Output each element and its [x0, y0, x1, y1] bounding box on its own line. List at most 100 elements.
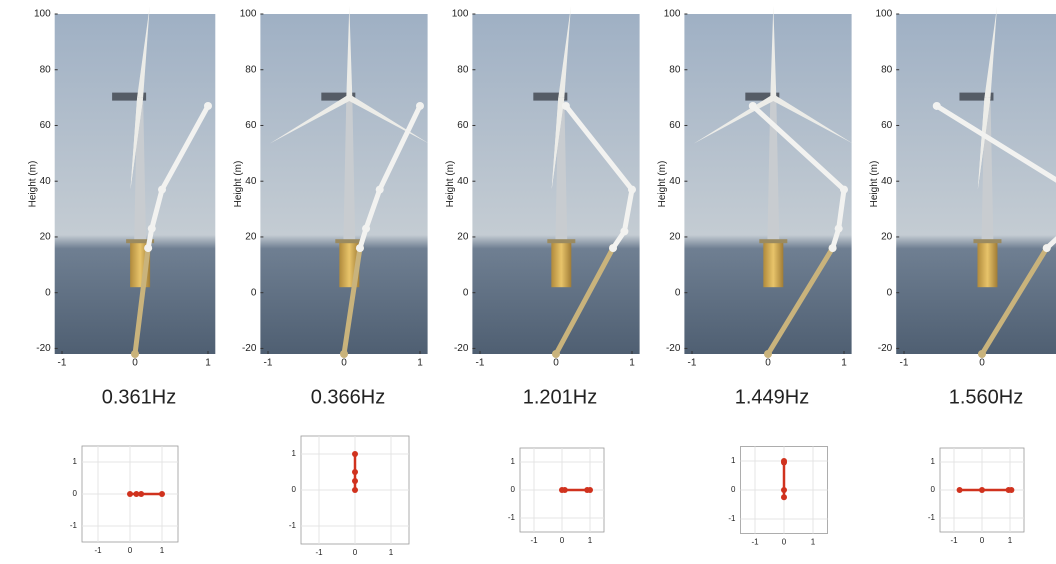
plan-point — [159, 491, 165, 497]
plan-point — [352, 451, 358, 457]
y-tick-label: 60 — [881, 120, 893, 131]
x-tick-label: 1 — [811, 538, 816, 547]
mode-point — [834, 224, 843, 233]
y-tick-label: 100 — [34, 9, 51, 20]
y-tick-label: 20 — [669, 232, 681, 243]
y-tick-label: 100 — [240, 9, 257, 20]
x-tick-label: 0 — [353, 548, 358, 557]
foundation — [763, 241, 784, 288]
blade — [137, 6, 150, 98]
y-tick-label: -1 — [508, 513, 516, 522]
mode-panel: -20 0 20 40 60 80 100 -1 0 1 Height (m) 1.449Hz — [657, 5, 853, 408]
plan-point — [561, 487, 568, 493]
nacelle — [321, 92, 356, 101]
mode-shape — [357, 103, 423, 251]
mode-point — [764, 350, 772, 358]
frequency-label: 1.449Hz — [735, 386, 810, 408]
y-axis-label: Height (m) — [445, 161, 456, 208]
plan-point — [127, 491, 133, 497]
photo — [472, 14, 640, 354]
mode-point — [204, 101, 212, 110]
x-tick-label: -1 — [751, 538, 759, 547]
mode-shape — [979, 245, 1050, 357]
plan-point — [956, 487, 963, 493]
x-tick-label: -1 — [950, 536, 958, 545]
y-tick-label: -20 — [878, 343, 893, 354]
nacelle — [533, 92, 568, 101]
y-tick-label: -1 — [728, 514, 736, 523]
y-tick-label: 0 — [931, 485, 936, 494]
mode-shape — [750, 103, 847, 251]
y-axis-label: Height (m) — [869, 161, 880, 208]
y-tick-label: 0 — [73, 489, 78, 498]
x-tick-label: 1 — [841, 358, 847, 369]
mode-shape — [765, 245, 836, 357]
x-tick-label: -1 — [264, 358, 273, 369]
mode-point — [144, 244, 153, 253]
mode-point — [355, 244, 364, 253]
y-tick-label: 40 — [40, 176, 52, 187]
y-tick-label: 20 — [457, 232, 469, 243]
y-tick-label: 1 — [931, 457, 936, 466]
mode-point — [362, 224, 371, 233]
blade — [771, 95, 853, 144]
mode-point — [620, 227, 629, 236]
plan-point — [781, 459, 787, 466]
x-tick-label: -1 — [315, 548, 323, 557]
y-tick-label: 0 — [731, 485, 736, 494]
x-tick-label: 0 — [560, 536, 565, 545]
blade — [770, 5, 777, 98]
y-tick-label: 1 — [73, 457, 78, 466]
y-tick-label: 80 — [40, 64, 52, 75]
mode-point — [131, 350, 139, 358]
x-tick-label: -1 — [476, 358, 485, 369]
mode-point — [609, 244, 617, 253]
y-axis-label: Height (m) — [27, 161, 38, 208]
foundation — [977, 241, 998, 288]
blade — [269, 95, 351, 144]
y-tick-label: 100 — [664, 9, 681, 20]
frequency-label: 1.560Hz — [949, 386, 1024, 408]
mode-point — [1042, 244, 1051, 253]
plan-point — [587, 487, 593, 493]
x-tick-label: 0 — [979, 358, 985, 369]
platform — [973, 239, 1002, 244]
blade — [346, 5, 353, 98]
x-tick-label: 0 — [341, 358, 347, 369]
y-tick-label: 100 — [452, 9, 469, 20]
plan-panel: -1 0 1 -1 0 1 — [508, 447, 605, 545]
y-tick-label: 0 — [251, 287, 257, 298]
y-tick-label: 80 — [457, 64, 469, 75]
y-tick-label: 0 — [675, 287, 681, 298]
y-tick-label: 0 — [292, 485, 297, 494]
x-tick-label: -1 — [94, 546, 102, 555]
x-tick-label: 0 — [980, 536, 985, 545]
frequency-label: 1.201Hz — [523, 386, 598, 408]
frequency-label: 0.361Hz — [102, 386, 177, 408]
platform — [759, 239, 788, 244]
mode-panel: -20 0 20 40 60 80 100 -1 0 1 Height (m) 0.366Hz — [233, 5, 429, 408]
plan-point — [352, 478, 358, 484]
y-tick-label: 100 — [876, 9, 893, 20]
plan-point — [781, 487, 787, 493]
plan-point — [1008, 487, 1015, 493]
x-tick-label: 1 — [1008, 536, 1013, 545]
y-tick-label: 40 — [669, 176, 681, 187]
y-tick-label: 60 — [457, 120, 469, 131]
x-tick-label: 1 — [629, 358, 635, 369]
blade — [984, 6, 998, 98]
x-tick-label: 1 — [389, 548, 394, 557]
mode-point — [147, 224, 156, 233]
y-tick-label: 1 — [731, 456, 736, 465]
y-tick-label: 80 — [669, 64, 681, 75]
nacelle — [112, 92, 147, 101]
x-tick-label: 1 — [417, 358, 423, 369]
mode-point — [828, 244, 837, 253]
platform — [335, 239, 364, 244]
x-tick-label: 0 — [132, 358, 138, 369]
mode-point — [340, 350, 348, 358]
y-tick-label: 80 — [881, 64, 893, 75]
y-tick-label: 1 — [511, 457, 516, 466]
